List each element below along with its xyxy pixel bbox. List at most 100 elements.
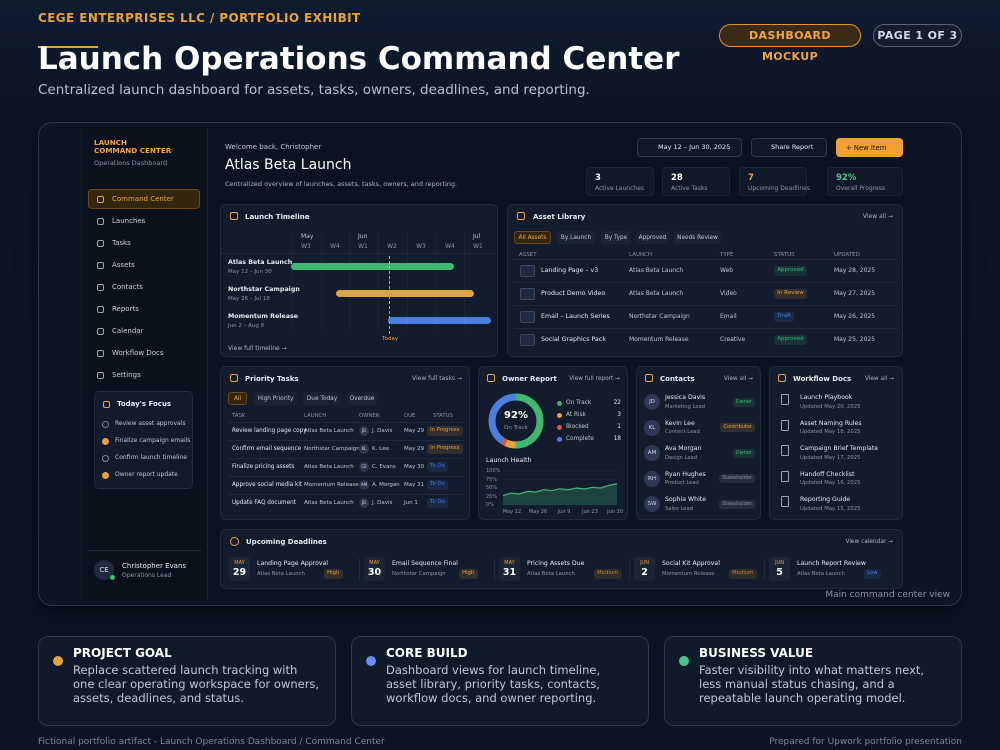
docs-panel [769,366,903,520]
nav-item[interactable]: Workflow Docs [112,348,164,357]
link[interactable]: View full tasks → [412,375,462,383]
nav-item[interactable]: Settings [112,370,141,379]
stat-label: Active Tasks [671,185,708,193]
panel-title: Owner Report [502,374,557,383]
doc-name: Reporting Guide [800,496,851,504]
link[interactable]: View all → [723,375,753,382]
row-divider [228,440,464,441]
tab[interactable] [601,231,631,244]
launch-dates: May 26 – Jul 18 [228,295,270,302]
task-due: May 31 [404,481,425,488]
legend-label: On Track [566,399,592,406]
icon [96,239,104,247]
y-tick-label: 75% [486,476,498,483]
legend-dot [557,424,562,430]
nav-active[interactable] [88,189,200,209]
week-label: W3 [416,243,426,251]
panel-title: Contacts [660,374,695,383]
asset-type: Video [720,290,737,298]
nav-item[interactable]: Reports [112,304,139,313]
icon [230,212,238,220]
contact-name: Sophia White [665,496,707,504]
legend-value: 3 [617,411,621,418]
date-month: JUN [775,560,784,566]
link[interactable]: View full report → [569,375,620,382]
tab[interactable] [514,231,551,244]
priority-badge: Medium [594,569,622,579]
new-item-button[interactable] [836,138,903,157]
divider [359,558,360,581]
nav-item[interactable]: Launches [112,216,146,225]
owner-avatar: KL [359,444,369,454]
link[interactable]: View all → [862,213,893,221]
focus-check[interactable] [102,471,109,479]
timeline-bar [336,290,474,297]
contact-tag: Owner [732,448,755,458]
tab[interactable] [254,392,297,405]
date-box [769,557,790,581]
tab[interactable] [228,392,247,405]
nav-item[interactable]: Assets [112,260,135,269]
project-title[interactable]: Atlas Beta Launch [225,156,352,173]
task-owner: A. Morgan [372,481,400,488]
card-title: BUSINESS VALUE [699,645,814,660]
deadline-name: Email Sequence Final [392,560,458,568]
status-badge: To Do [427,462,448,472]
icon [96,195,104,203]
date-button[interactable] [637,138,742,157]
tab-label: By Type [604,234,628,241]
nav-item[interactable]: Calendar [112,326,144,335]
task-due: May 29 [404,445,425,452]
tab-label: Due Today [306,395,338,402]
card-dot [53,656,63,666]
asset-name: Social Graphics Pack [541,336,606,344]
asset-name: Email – Launch Series [541,313,610,321]
doc-updated: Updated May 17, 2025 [800,454,861,461]
tab-label: All Assets [518,234,547,241]
icon [96,327,104,335]
tab[interactable] [347,392,377,405]
launch-name: Northstar Campaign [228,286,300,294]
asset-launch: Atlas Beta Launch [629,290,684,298]
focus-check[interactable] [102,454,109,462]
column-header: LAUNCH [304,412,327,419]
focus-check[interactable] [102,437,109,445]
legend-dot [557,400,562,406]
row-divider [228,494,464,495]
tab[interactable] [636,231,669,244]
nav-item[interactable]: Command Center [112,194,174,203]
y-tick-label: 0% [486,502,494,508]
y-tick-label: 50% [486,485,498,491]
focus-check[interactable] [102,420,109,428]
doc-updated: Updated May 20, 2025 [800,403,861,410]
tab[interactable] [674,231,721,244]
icon [645,374,653,382]
link[interactable]: View all → [864,375,894,382]
tab[interactable] [303,392,341,405]
doc-icon [781,470,789,482]
row-divider [228,458,464,459]
owner-avatar: JD [359,498,369,508]
card-title: CORE BUILD [386,645,468,660]
status-badge: Draft [774,312,795,322]
link[interactable]: View full timeline → [228,345,287,353]
panel-title: Workflow Docs [793,374,852,383]
nav-item[interactable]: Tasks [112,238,131,247]
link[interactable]: View calendar → [845,538,893,545]
page-title: Launch Operations Command Center [38,41,680,78]
contact-tag: Stakeholder [719,474,755,483]
focus-box [94,391,193,489]
week-label: W4 [330,243,340,251]
doc-icon [781,445,789,456]
deadline-launch: Atlas Beta Launch [257,570,305,577]
tab[interactable] [557,231,595,244]
card-dot [679,656,689,666]
nav-item[interactable]: Contacts [112,282,143,291]
share-button[interactable] [751,138,827,157]
today-line [389,256,390,334]
stat-label: Upcoming Deadlines [748,185,810,193]
icon [230,537,239,546]
contact-tag: Owner [732,397,755,407]
icon [230,374,238,382]
launch-dates: Jun 2 – Aug 8 [228,322,265,329]
